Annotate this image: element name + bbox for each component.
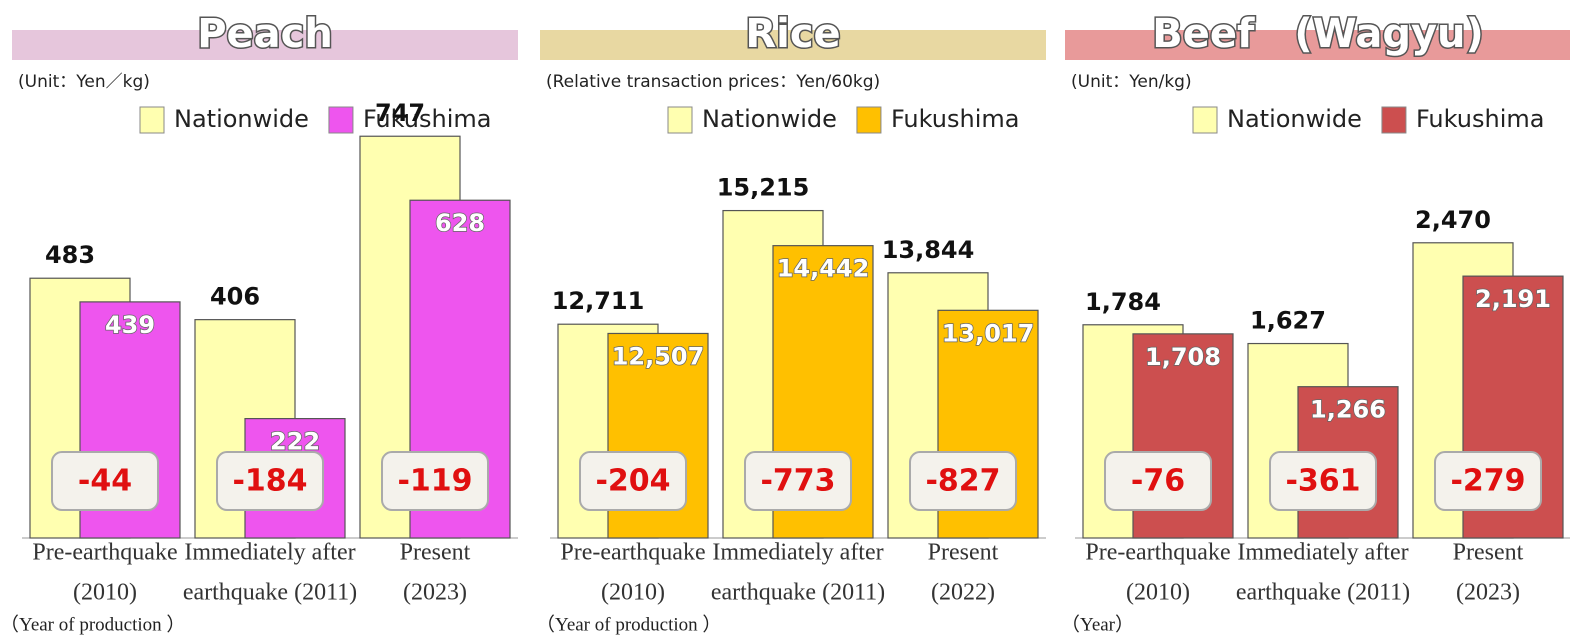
x-tick-label: (2023) — [1456, 580, 1520, 606]
value-label: 13,017 — [942, 319, 1035, 347]
value-label: 14,442 — [777, 255, 870, 283]
x-tick-label: Pre-earthquake — [560, 540, 705, 566]
x-axis-note: （Year of production ） — [536, 613, 721, 635]
legend-label: Nationwide — [174, 105, 309, 133]
value-label: 406 — [210, 283, 260, 311]
x-tick-label: earthquake (2011) — [1236, 580, 1410, 606]
x-tick-label: Immediately after — [184, 540, 355, 566]
difference-label: -827 — [925, 464, 1000, 499]
legend-label: Fukushima — [891, 105, 1020, 133]
panel-title: Rice — [745, 11, 840, 57]
difference-box — [909, 451, 1017, 511]
x-tick-label: (2010) — [1126, 580, 1190, 606]
difference-box — [744, 451, 852, 511]
value-label: 15,215 — [717, 174, 810, 202]
title-band — [12, 30, 518, 60]
panel-title: Peach — [197, 11, 333, 57]
legend-swatch — [856, 106, 882, 134]
value-label: 2,191 — [1475, 285, 1551, 313]
legend-label: Fukushima — [363, 105, 492, 133]
value-label: 1,627 — [1250, 307, 1326, 335]
value-label: 1,708 — [1145, 343, 1221, 371]
difference-box — [51, 451, 159, 511]
x-tick-label: Immediately after — [712, 540, 883, 566]
difference-label: -184 — [232, 464, 307, 499]
difference-label: -119 — [397, 464, 472, 499]
x-tick-label: Present — [1453, 540, 1524, 566]
x-tick-label: (2010) — [601, 580, 665, 606]
difference-box — [1434, 451, 1542, 511]
difference-label: -773 — [760, 464, 835, 499]
value-label: 12,711 — [552, 287, 645, 315]
difference-label: -76 — [1131, 464, 1185, 499]
difference-label: -204 — [595, 464, 670, 499]
legend-swatch — [1192, 106, 1218, 134]
value-label: 13,844 — [882, 236, 975, 264]
panel-title: Beef (Wagyu) — [1152, 11, 1484, 57]
unit-label: (Unit：Yen/kg) — [1071, 72, 1192, 92]
x-tick-label: earthquake (2011) — [711, 580, 885, 606]
unit-label: (Relative transaction prices：Yen/60kg) — [546, 72, 880, 92]
x-tick-label: (2022) — [931, 580, 995, 606]
legend-swatch — [667, 106, 693, 134]
difference-box — [216, 451, 324, 511]
x-tick-label: Pre-earthquake — [1085, 540, 1230, 566]
title-band — [540, 30, 1046, 60]
difference-box — [1104, 451, 1212, 511]
legend-swatch — [139, 106, 165, 134]
x-tick-label: (2010) — [73, 580, 137, 606]
value-label: 1,784 — [1085, 288, 1161, 316]
legend-label: Nationwide — [702, 105, 837, 133]
x-axis-note: （Year） — [1061, 613, 1134, 635]
legend-label: Fukushima — [1416, 105, 1545, 133]
x-tick-label: Pre-earthquake — [32, 540, 177, 566]
x-tick-label: Immediately after — [1237, 540, 1408, 566]
legend-swatch — [1381, 106, 1407, 134]
x-tick-label: earthquake (2011) — [183, 580, 357, 606]
value-label: 2,470 — [1415, 206, 1491, 234]
title-band — [1065, 30, 1570, 60]
x-tick-label: Present — [928, 540, 999, 566]
difference-label: -361 — [1285, 464, 1360, 499]
value-label: 628 — [435, 209, 485, 237]
value-label: 439 — [105, 311, 155, 339]
legend-label: Nationwide — [1227, 105, 1362, 133]
value-label: 483 — [45, 241, 95, 269]
difference-label: -279 — [1450, 464, 1525, 499]
x-tick-label: Present — [400, 540, 471, 566]
value-label: 747 — [375, 99, 425, 127]
value-label: 1,266 — [1310, 396, 1386, 424]
unit-label: (Unit：Yen／kg) — [18, 72, 150, 92]
difference-box — [1269, 451, 1377, 511]
value-label: 12,507 — [612, 342, 705, 370]
difference-box — [579, 451, 687, 511]
x-tick-label: (2023) — [403, 580, 467, 606]
difference-label: -44 — [78, 464, 132, 499]
difference-box — [381, 451, 489, 511]
x-axis-note: （Year of production ） — [0, 613, 185, 635]
legend-swatch — [328, 106, 354, 134]
